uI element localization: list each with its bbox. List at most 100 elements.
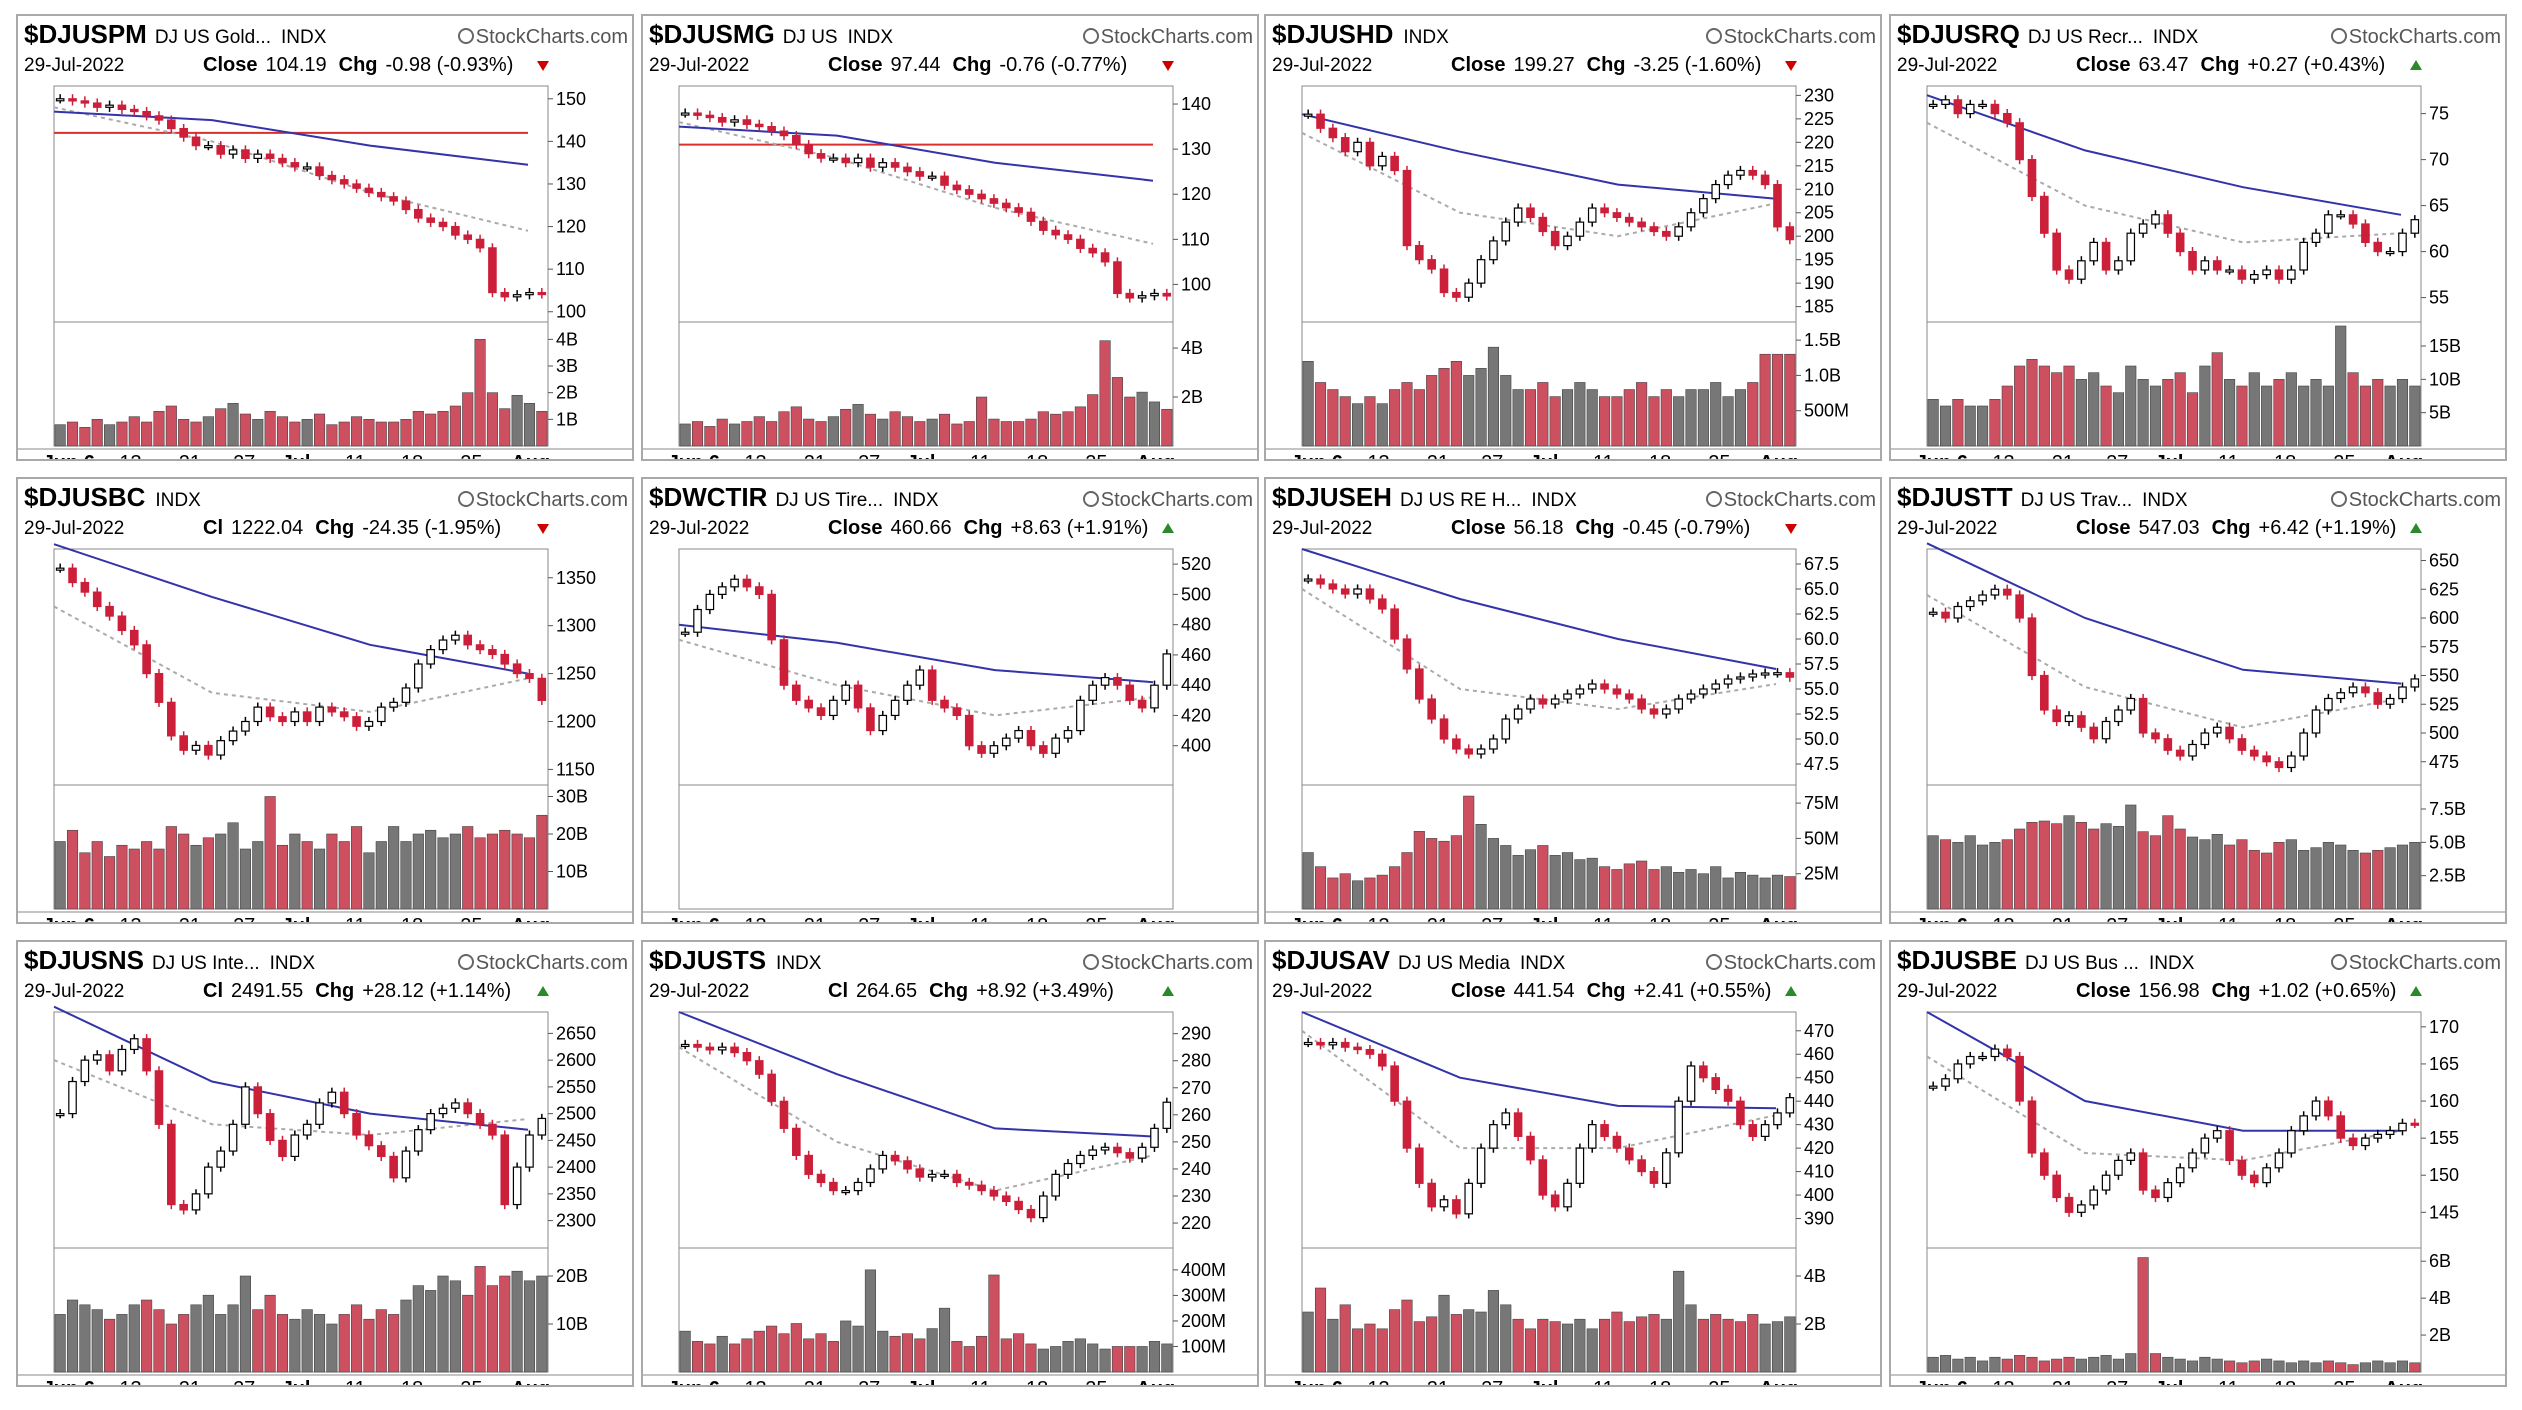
volume-bar <box>2088 1356 2100 1373</box>
candle <box>1773 183 1782 228</box>
candle <box>1612 688 1622 695</box>
volume-bar <box>2137 1257 2149 1373</box>
chart-header: $DJUSHD INDX <box>1272 19 1449 49</box>
volume-bar <box>66 421 79 447</box>
close-label: Cl <box>203 517 223 539</box>
chart-panel-dwctir[interactable]: $DWCTIR DJ US Tire... INDX StockCharts.com 2… <box>641 477 1259 924</box>
candle <box>2336 214 2346 218</box>
stockcharts-logo: StockCharts.com <box>1083 489 1253 511</box>
chart-panel-djusts[interactable]: $DJUSTS INDX StockCharts.com 29-Jul-2022 Cl 2… <box>641 940 1259 1387</box>
volume-bar <box>2026 359 2038 447</box>
candle <box>952 707 962 717</box>
chart-panel-djushd[interactable]: $DJUSHD INDX StockCharts.com 29-Jul-2022 Clo… <box>1264 14 1882 461</box>
candle <box>1649 708 1659 715</box>
chart-panel-djuspm[interactable]: $DJUSPM DJ US Gold... INDX StockCharts.com 2… <box>16 14 634 461</box>
volume-bar <box>679 1330 691 1373</box>
chart-panel-djustt[interactable]: $DJUSTT DJ US Trav... INDX StockCharts.com 2… <box>1889 477 2507 924</box>
candle <box>940 175 949 186</box>
candle <box>2237 738 2247 751</box>
chart-panel-djuseh[interactable]: $DJUSEH DJ US RE H... INDX StockCharts.com 2… <box>1264 477 1882 924</box>
volume-bar <box>2014 1355 2026 1373</box>
x-tick-label: 13 <box>119 915 141 924</box>
candle <box>2077 260 2086 280</box>
chart-close-line: Close 97.44 Chg -0.76 (-0.77%) <box>828 54 1127 76</box>
x-tick-label: 25 <box>460 452 482 461</box>
candle <box>414 208 423 219</box>
volume-bar <box>877 1330 889 1373</box>
volume-bar <box>1524 389 1537 447</box>
candle <box>1723 1088 1733 1102</box>
stockcharts-logo: StockCharts.com <box>2331 26 2501 48</box>
candle <box>1316 1041 1325 1046</box>
y-tick-label: 260 <box>1181 1105 1211 1125</box>
candle <box>55 98 65 102</box>
candle <box>1026 211 1036 222</box>
candle <box>1624 1147 1634 1161</box>
chart-source: StockCharts.com <box>476 489 628 511</box>
chart-panel-djusmg[interactable]: $DJUSMG DJ US INDX StockCharts.com 29-Jul-20… <box>641 14 1259 461</box>
chg-label: Chg <box>339 54 378 76</box>
x-tick-label: Jun 6 <box>1291 452 1343 461</box>
chart-panel-djusav[interactable]: $DJUSAV DJ US Media INDX StockCharts.com 29-… <box>1264 940 1882 1387</box>
chart-panel-djusbe[interactable]: $DJUSBE DJ US Bus ... INDX StockCharts.com 2… <box>1889 940 2507 1387</box>
candle <box>352 1113 361 1136</box>
candle <box>1723 174 1733 186</box>
candle <box>1476 1147 1486 1184</box>
volume-bar <box>1426 838 1438 910</box>
volume-bar <box>2014 828 2026 910</box>
volume-bar <box>1660 866 1672 910</box>
volume-bar <box>1376 874 1388 910</box>
x-tick-label: 27 <box>1481 1378 1503 1387</box>
candle <box>278 1139 287 1158</box>
x-tick-label: Aug <box>511 915 550 924</box>
candle <box>804 699 813 709</box>
candle <box>1353 141 1362 153</box>
copyright-icon <box>2331 28 2347 44</box>
chart-symbol: $DJUSBE <box>1897 945 2017 975</box>
stockcharts-logo: StockCharts.com <box>1083 952 1253 974</box>
ma20-line <box>53 1059 529 1137</box>
chg-down-icon <box>1785 61 1797 71</box>
volume-bar <box>165 405 177 447</box>
x-tick-label: 13 <box>1367 1378 1389 1387</box>
candle <box>1113 261 1122 295</box>
volume-bar <box>2125 365 2137 447</box>
candle <box>1649 226 1659 233</box>
chart-panel-djusrq[interactable]: $DJUSRQ DJ US Recr... INDX StockCharts.com 2… <box>1889 14 2507 461</box>
chart-desc: DJ US Gold... <box>155 27 271 48</box>
volume-bar <box>2359 385 2371 447</box>
candle <box>1026 1208 1036 1219</box>
volume-bar <box>926 418 938 447</box>
chart-panel-djusbc[interactable]: $DJUSBC INDX StockCharts.com 29-Jul-2022 Cl 1… <box>16 477 634 924</box>
chart-date: 29-Jul-2022 <box>1897 55 1997 76</box>
chart-date: 29-Jul-2022 <box>1897 981 1997 1002</box>
close-label: Close <box>2076 54 2130 76</box>
volume-bar <box>2174 372 2186 447</box>
candle <box>693 112 702 116</box>
y-tick-label: 130 <box>1181 139 1211 159</box>
candle <box>1928 103 1938 108</box>
volume-bar <box>1352 403 1364 447</box>
candle <box>2114 260 2123 271</box>
x-tick-label: 11 <box>2218 915 2239 924</box>
candle <box>167 1123 176 1206</box>
volume-bar <box>889 1335 901 1373</box>
candle <box>1686 693 1696 700</box>
volume-bar <box>2248 1360 2260 1373</box>
chart-panel-djusns[interactable]: $DJUSNS DJ US Inte... INDX StockCharts.com 2… <box>16 940 634 1387</box>
candle <box>1723 678 1733 685</box>
candle <box>680 631 690 635</box>
chart-date: 29-Jul-2022 <box>24 518 124 539</box>
chart-close-line: Cl 264.65 Chg +8.92 (+3.49%) <box>828 980 1114 1002</box>
copyright-icon <box>458 491 474 507</box>
ma20-line <box>678 638 1154 717</box>
chg-up-icon <box>2410 986 2422 996</box>
volume-bar <box>2112 392 2124 447</box>
chart-desc: DJ US Media <box>1398 953 1510 974</box>
candle <box>1076 1154 1085 1165</box>
candle <box>1526 207 1535 219</box>
candle <box>767 125 776 132</box>
volume-bar <box>202 837 214 910</box>
candle <box>1990 588 2000 596</box>
chg-label: Chg <box>929 980 968 1002</box>
